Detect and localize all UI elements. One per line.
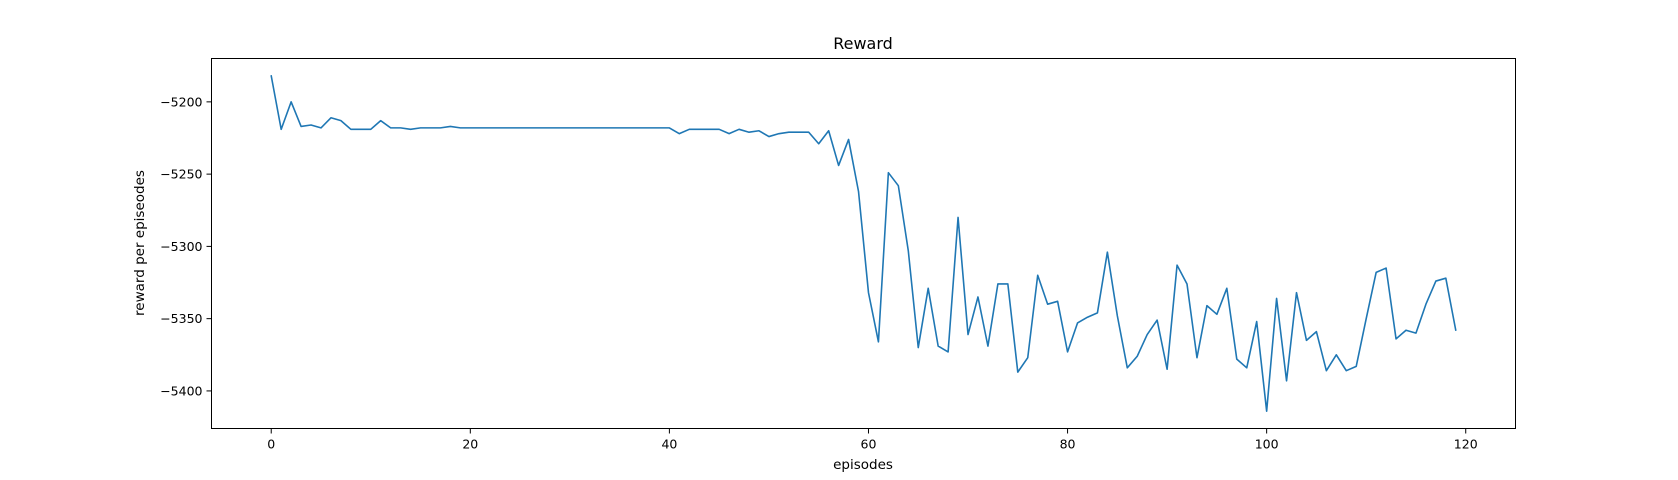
x-tick-label: 40 [661, 437, 677, 452]
x-tick-label: 60 [861, 437, 877, 452]
x-tick-label: 0 [267, 437, 275, 452]
x-tick-label: 20 [462, 437, 478, 452]
x-axis-label: episodes [833, 457, 893, 473]
x-tick-label: 100 [1255, 437, 1279, 452]
y-axis: −5400 −5350 −5300 −5250 −5200 [160, 94, 212, 398]
plot-frame [211, 58, 1516, 429]
x-tick-label: 80 [1060, 437, 1076, 452]
series-line-0 [270, 75, 1457, 412]
y-axis-label: reward per episeodes [132, 170, 148, 316]
x-tick-label: 120 [1454, 437, 1478, 452]
y-tick-label: −5300 [160, 239, 202, 254]
x-axis: 0 20 40 60 80 100 120 [267, 428, 1478, 452]
chart-title: Reward [833, 34, 893, 53]
y-tick-label: −5200 [160, 94, 202, 109]
series-layer [270, 75, 1457, 412]
y-tick-label: −5400 [160, 383, 202, 398]
y-tick-label: −5350 [160, 311, 202, 326]
y-tick-label: −5250 [160, 167, 202, 182]
